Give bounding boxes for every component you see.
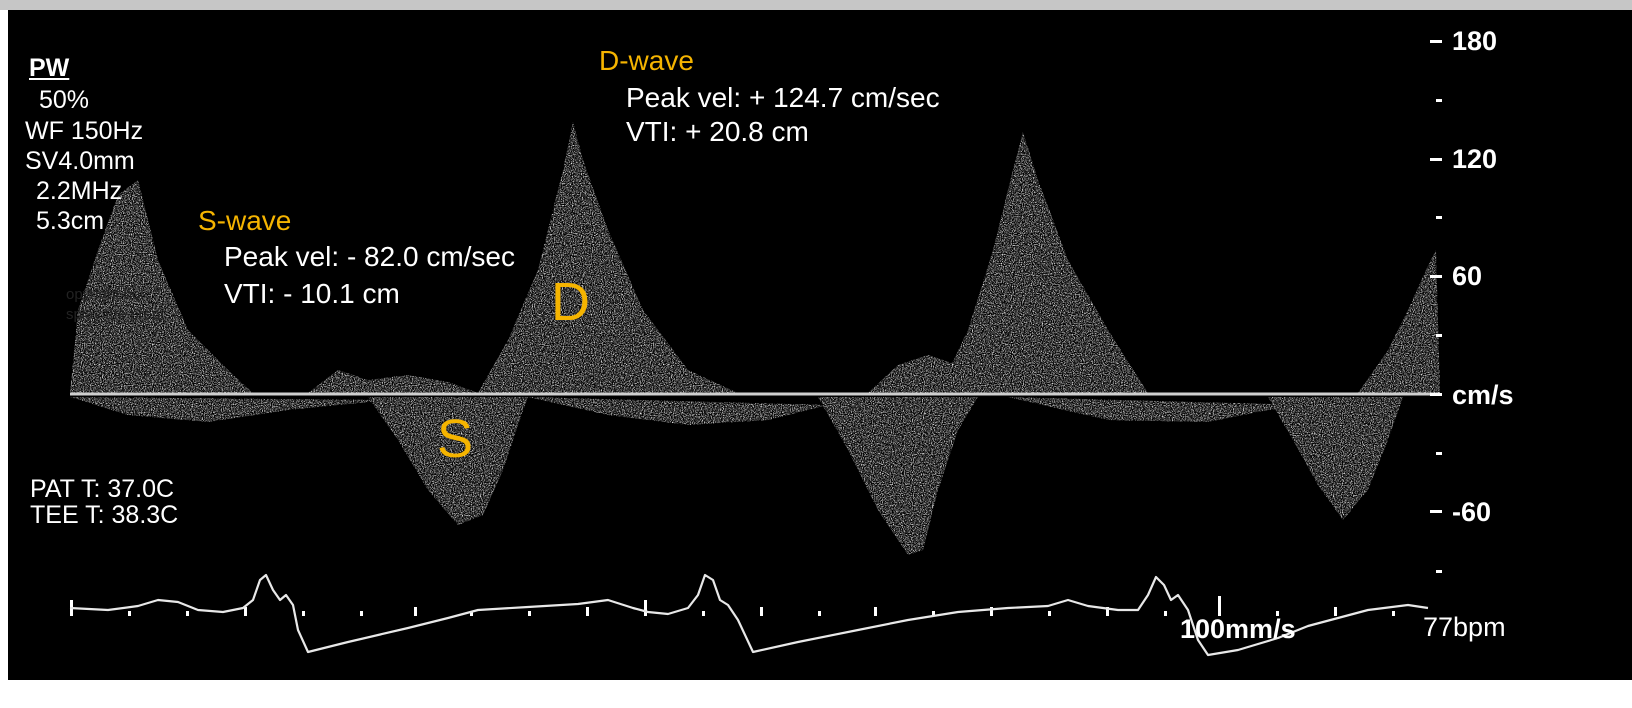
heart-rate-label: 77bpm bbox=[1423, 612, 1506, 642]
d-wave-marker: D bbox=[551, 272, 590, 332]
s-wave-marker: S bbox=[437, 409, 474, 469]
wall-filter-label: WF 150Hz bbox=[25, 117, 144, 145]
s-wave-peak-velocity: Peak vel: - 82.0 cm/sec bbox=[224, 241, 516, 272]
gain-label: 50% bbox=[39, 86, 90, 114]
tee-temp: TEE T: 38.3C bbox=[30, 501, 179, 529]
sample-volume-label: SV4.0mm bbox=[25, 147, 135, 175]
ecg-trace bbox=[69, 573, 1429, 657]
s-wave-vti: VTI: - 10.1 cm bbox=[224, 278, 400, 309]
scale-label-unit: cm/s bbox=[1452, 380, 1514, 410]
depth-label: 5.3cm bbox=[36, 207, 105, 235]
doppler-image: PW 50% WF 150Hz SV4.0mm 2.2MHz 5.3cm PAT… bbox=[8, 10, 1632, 680]
top-border bbox=[0, 0, 1632, 10]
background-text-line-2: splay the prepr bbox=[66, 306, 166, 323]
background-text-line-1: opyright hol bbox=[66, 286, 144, 303]
d-wave-title: D-wave bbox=[599, 45, 694, 76]
d-wave-vti: VTI: + 20.8 cm bbox=[626, 116, 809, 147]
spectral-doppler-display bbox=[69, 40, 1442, 657]
sweep-speed-label: 100mm/s bbox=[1180, 614, 1296, 644]
d-wave-peak-velocity: Peak vel: + 124.7 cm/sec bbox=[626, 82, 940, 113]
scale-label-60: 60 bbox=[1452, 261, 1483, 291]
frequency-label: 2.2MHz bbox=[36, 177, 123, 205]
scale-label-180: 180 bbox=[1452, 26, 1498, 56]
scale-label-120: 120 bbox=[1452, 144, 1498, 174]
patient-temp: PAT T: 37.0C bbox=[30, 475, 175, 503]
s-wave-title: S-wave bbox=[198, 205, 292, 236]
spectral-envelopes bbox=[70, 122, 1440, 555]
mode-label: PW bbox=[29, 54, 70, 82]
scale-label-neg60: -60 bbox=[1452, 497, 1492, 527]
velocity-scale-ticks bbox=[1430, 40, 1442, 573]
